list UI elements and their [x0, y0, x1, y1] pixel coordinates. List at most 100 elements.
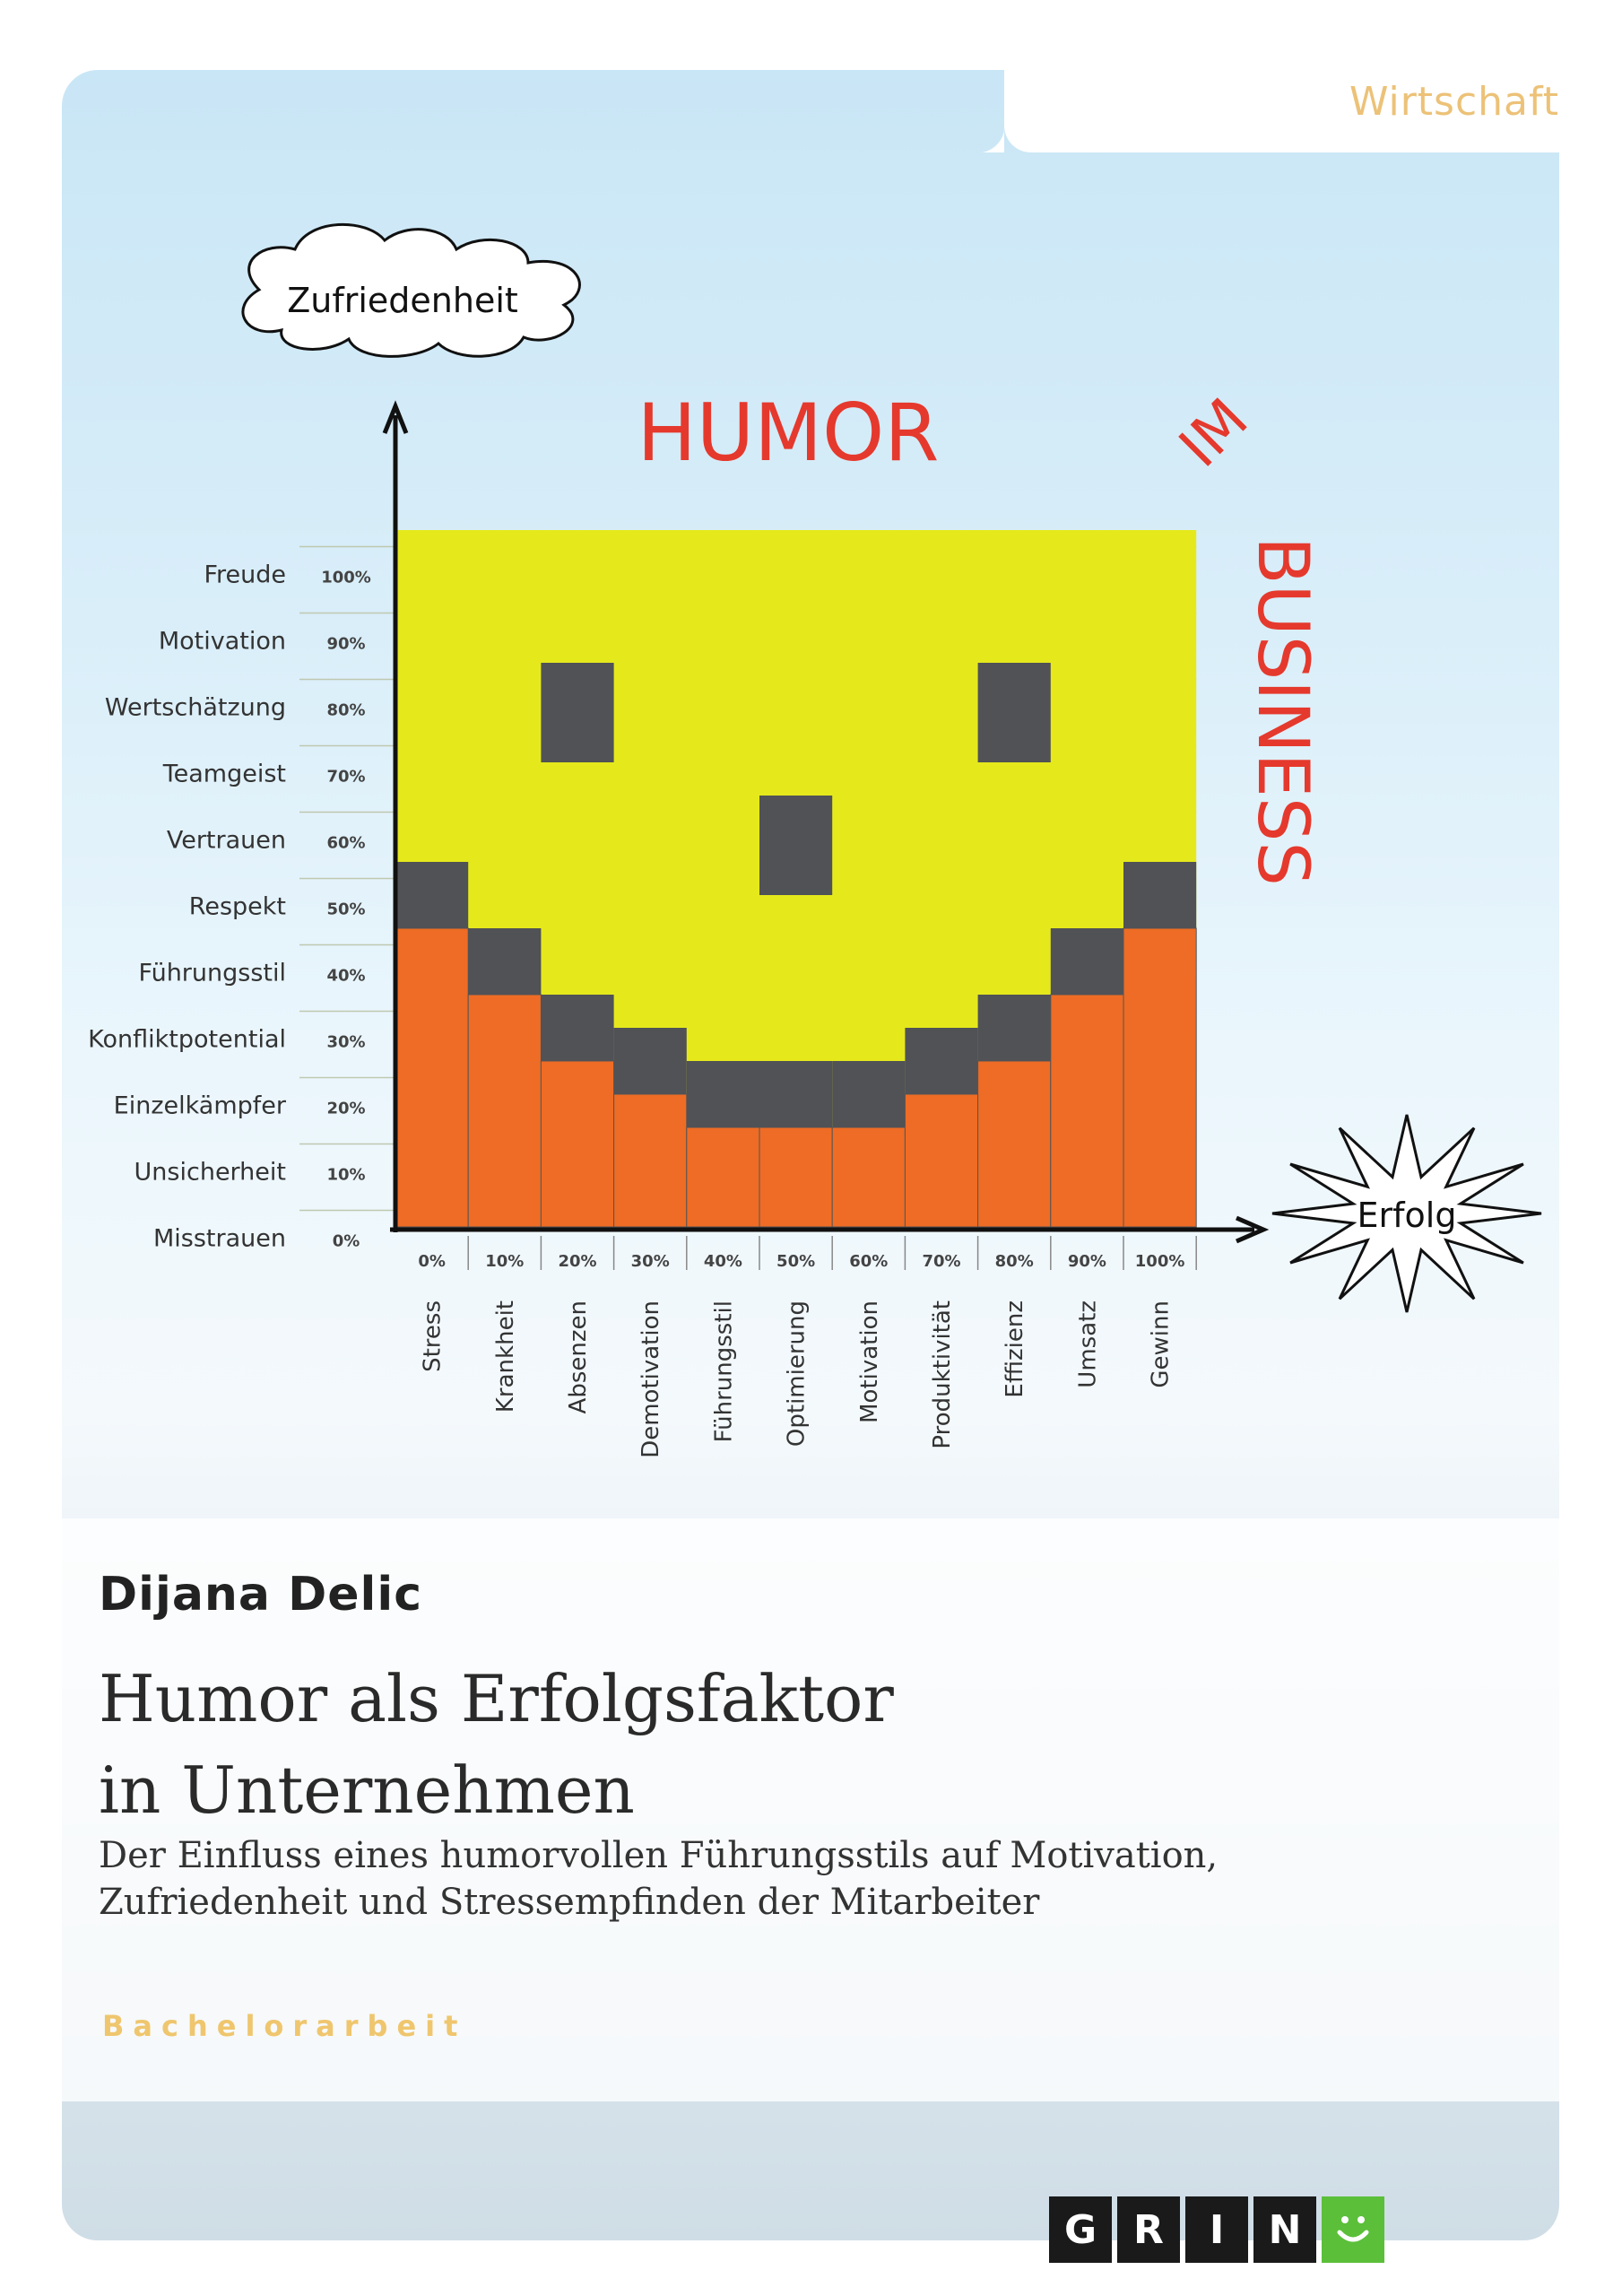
- y-tick-label: 0%: [333, 1232, 360, 1251]
- smile-segment-Motivation: [832, 1061, 906, 1127]
- smile-segment-Demotivation: [613, 1028, 687, 1094]
- logo-letter-r: R: [1117, 2196, 1180, 2263]
- info-panel: [62, 1518, 1559, 2101]
- subtitle-line-1: Der Einfluss eines humorvollen Führungss…: [99, 1835, 1219, 1876]
- x-category-label: Krankheit: [492, 1300, 519, 1413]
- x-axis-arrow: [1236, 1215, 1270, 1244]
- humor-word: HUMOR: [638, 387, 940, 479]
- y-tick-label: 50%: [326, 900, 365, 919]
- bar-Gewinn: [1123, 927, 1197, 1228]
- x-tick-label: 100%: [1135, 1252, 1185, 1271]
- y-tick-label: 60%: [326, 834, 365, 853]
- business-word: BUSINESS: [1242, 536, 1323, 886]
- x-category-label: Motivation: [856, 1300, 883, 1423]
- x-category-label: Führungsstil: [710, 1300, 737, 1442]
- y-category-label: Führungsstil: [139, 960, 286, 987]
- logo-letter-g: G: [1049, 2196, 1112, 2263]
- im-word: IM: [1167, 387, 1262, 481]
- bar-Absenzen: [540, 1060, 615, 1228]
- category-label: Wirtschaft: [1349, 79, 1559, 125]
- y-category-label: Vertrauen: [167, 827, 286, 855]
- x-category-label: Absenzen: [565, 1300, 592, 1413]
- bar-Führungsstil: [686, 1126, 760, 1228]
- x-tick-label: 80%: [995, 1252, 1034, 1271]
- x-category-label: Gewinn: [1148, 1300, 1175, 1388]
- smile-segment-Umsatz: [1050, 928, 1123, 995]
- bar-Demotivation: [613, 1093, 688, 1228]
- y-tick-label: 20%: [326, 1100, 365, 1118]
- chart-axes: [382, 400, 1270, 1244]
- y-category-label: Konfliktpotential: [88, 1026, 286, 1054]
- grin-logo: G R I N: [1049, 2196, 1384, 2263]
- bar-Produktivität: [904, 1093, 979, 1228]
- bar-Umsatz: [1050, 994, 1124, 1228]
- y-category-label: Misstrauen: [153, 1225, 286, 1253]
- left-eye: [541, 663, 614, 762]
- x-category-label: Demotivation: [638, 1300, 664, 1458]
- bar-Motivation: [831, 1126, 906, 1228]
- x-tick-label: 70%: [922, 1252, 960, 1271]
- cover-tab-cutout: [977, 0, 1622, 152]
- bar-Krankheit: [467, 994, 542, 1228]
- y-tick-label: 10%: [326, 1166, 365, 1185]
- book-title: Humor als Erfolgsfaktor in Unternehmen: [99, 1653, 1444, 1836]
- document-type: Bachelorarbeit: [102, 2009, 467, 2043]
- x-tick-label: 30%: [631, 1252, 670, 1271]
- y-axis-arrow: [382, 400, 409, 434]
- smile-segment-Gewinn: [1123, 862, 1197, 928]
- y-category-label: Freude: [204, 561, 286, 589]
- x-tick-label: 40%: [704, 1252, 742, 1271]
- y-tick-label: 30%: [326, 1033, 365, 1052]
- chart-labels: 0% Misstrauen 10% Unsicherheit 20% Einzelkämp…: [88, 281, 1456, 1458]
- smile-segment-Absenzen: [541, 995, 614, 1061]
- y-category-label: Respekt: [189, 893, 286, 921]
- y-category-label: Unsicherheit: [134, 1159, 286, 1187]
- smiley-icon: [1322, 2196, 1384, 2263]
- chart-plot: [395, 530, 1197, 1228]
- x-tick-label: 20%: [558, 1252, 596, 1271]
- smiley-bar-chart: 0% Misstrauen 10% Unsicherheit 20% Einzelkämp…: [88, 222, 1542, 1458]
- y-axis-title: Zufriedenheit: [287, 281, 518, 320]
- smile-segment-Effizienz: [977, 995, 1051, 1061]
- logo-letter-n: N: [1253, 2196, 1316, 2263]
- x-tick-label: 60%: [849, 1252, 888, 1271]
- x-category-label: Stress: [420, 1300, 447, 1372]
- y-tick-label: 40%: [326, 967, 365, 986]
- y-category-label: Einzelkämpfer: [114, 1092, 287, 1120]
- x-category-label: Optimierung: [784, 1300, 811, 1447]
- y-tick-label: 90%: [326, 635, 365, 654]
- smile-segment-Krankheit: [468, 928, 542, 995]
- author-name: Dijana Delic: [99, 1568, 423, 1622]
- x-tick-label: 10%: [485, 1252, 524, 1271]
- smile-segment-Produktivität: [905, 1028, 978, 1094]
- x-tick-label: 50%: [776, 1252, 815, 1271]
- bar-Optimierung: [759, 1126, 833, 1228]
- y-category-label: Wertschätzung: [105, 694, 286, 722]
- subtitle-line-2: Zufriedenheit und Stressempfinden der Mi…: [99, 1882, 1040, 1923]
- bar-Stress: [395, 927, 469, 1228]
- smile-segment-Führungsstil: [686, 1061, 759, 1127]
- book-subtitle: Der Einfluss eines humorvollen Führungss…: [99, 1832, 1488, 1926]
- smile-segment-Optimierung: [759, 1061, 833, 1127]
- title-line-2: in Unternehmen: [99, 1752, 635, 1828]
- x-tick-label: 0%: [418, 1252, 446, 1271]
- y-category-label: Teamgeist: [162, 761, 286, 788]
- y-tick-label: 70%: [326, 768, 365, 787]
- x-category-label: Umsatz: [1074, 1300, 1101, 1388]
- x-category-label: Produktivität: [929, 1300, 956, 1449]
- title-line-1: Humor als Erfolgsfaktor: [99, 1661, 894, 1736]
- bar-Effizienz: [977, 1060, 1052, 1228]
- smile-segment-Stress: [395, 862, 469, 928]
- chart-decoration: [241, 222, 1542, 1313]
- y-tick-label: 80%: [326, 701, 365, 720]
- y-category-label: Motivation: [159, 628, 286, 656]
- starburst-shape: [1271, 1114, 1542, 1313]
- cloud-shape: [241, 222, 581, 358]
- logo-letter-i: I: [1185, 2196, 1248, 2263]
- y-tick-label: 100%: [321, 569, 371, 587]
- nose: [759, 796, 833, 895]
- x-category-label: Effizienz: [1002, 1300, 1028, 1398]
- x-axis-title: Erfolg: [1357, 1196, 1457, 1235]
- right-eye: [977, 663, 1051, 762]
- x-tick-label: 90%: [1068, 1252, 1106, 1271]
